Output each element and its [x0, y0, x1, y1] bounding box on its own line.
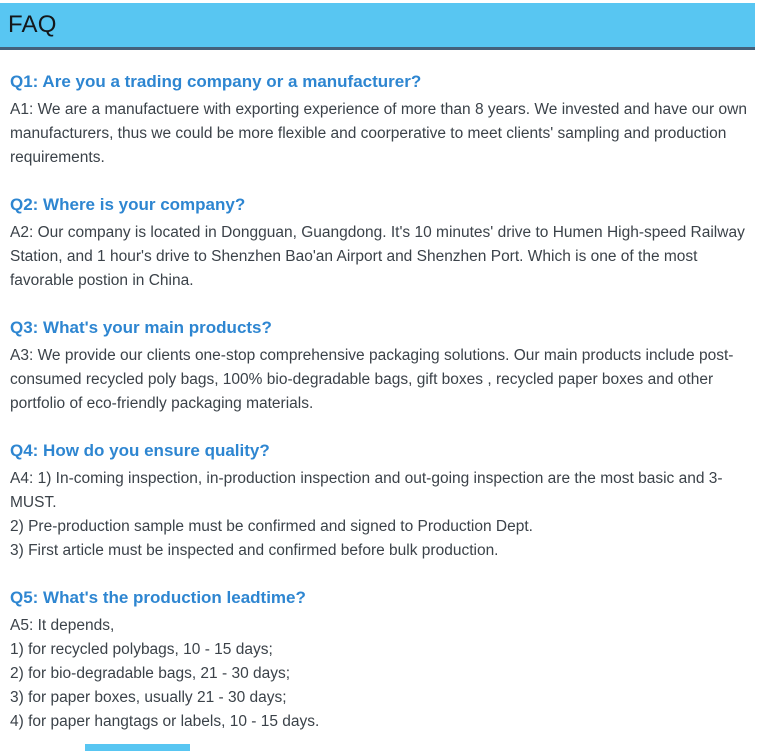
faq-item-q1: Q1: Are you a trading company or a manuf…	[10, 71, 755, 170]
faq-question: Q3: What's your main products?	[10, 318, 272, 337]
faq-answer-line: A3: We provide our clients one-stop comp…	[10, 347, 734, 412]
faq-question: Q2: Where is your company?	[10, 195, 246, 214]
faq-answer-line: A5: It depends,	[10, 617, 115, 634]
faq-answer-line: A4: 1) In-coming inspection, in-producti…	[10, 470, 723, 511]
faq-question: Q4: How do you ensure quality?	[10, 441, 270, 460]
faq-item-q3: Q3: What's your main products? A3: We pr…	[10, 317, 755, 416]
faq-answer-line: A2: Our company is located in Dongguan, …	[10, 224, 745, 289]
faq-answer-line: 3) for paper boxes, usually 21 - 30 days…	[10, 689, 287, 706]
faq-item-q5: Q5: What's the production leadtime? A5: …	[10, 587, 755, 734]
faq-content: Q1: Are you a trading company or a manuf…	[0, 71, 765, 734]
faq-section-header: FAQ	[0, 3, 755, 50]
faq-question: Q1: Are you a trading company or a manuf…	[10, 72, 422, 91]
faq-answer-line: A1: We are a manufactuere with exporting…	[10, 101, 747, 166]
faq-answer-line: 4) for paper hangtags or labels, 10 - 15…	[10, 713, 320, 730]
faq-answer-line: 2) for bio-degradable bags, 21 - 30 days…	[10, 665, 291, 682]
faq-question: Q5: What's the production leadtime?	[10, 588, 306, 607]
faq-title: FAQ	[8, 11, 57, 38]
faq-answer-line: 1) for recycled polybags, 10 - 15 days;	[10, 641, 273, 658]
faq-answer-line: 3) First article must be inspected and c…	[10, 542, 499, 559]
faq-item-q2: Q2: Where is your company? A2: Our compa…	[10, 194, 755, 293]
faq-answer-line: 2) Pre-production sample must be confirm…	[10, 518, 533, 535]
faq-item-q4: Q4: How do you ensure quality? A4: 1) In…	[10, 440, 755, 563]
